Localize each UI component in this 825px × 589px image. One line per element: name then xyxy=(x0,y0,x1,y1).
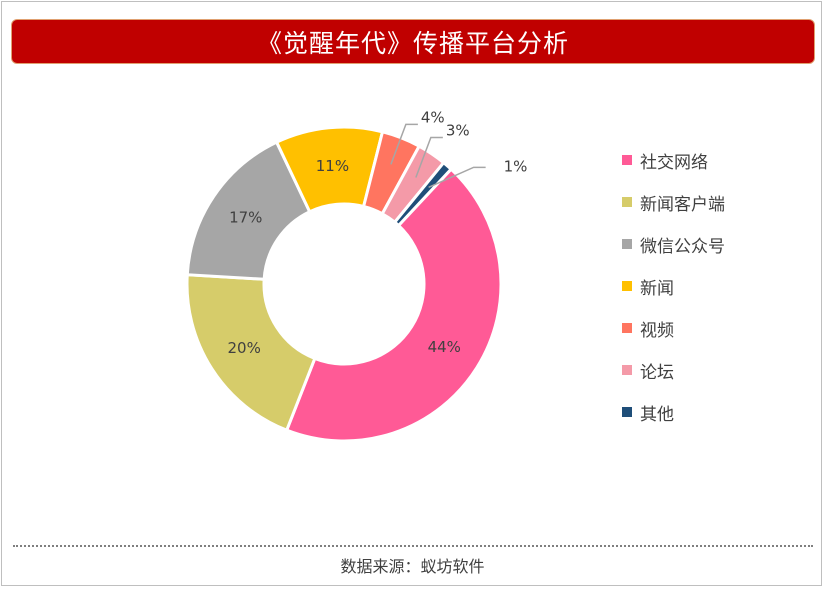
legend-item-6: 其他 xyxy=(622,391,725,433)
source-divider xyxy=(13,545,813,547)
slice-1 xyxy=(185,273,317,433)
legend-swatch-5 xyxy=(622,365,632,375)
legend-swatch-0 xyxy=(622,155,632,165)
slice-2 xyxy=(185,140,312,281)
leader-line-5 xyxy=(415,136,443,178)
legend-swatch-6 xyxy=(622,407,632,417)
legend-item-4: 视频 xyxy=(622,307,725,349)
data-label-6: 1% xyxy=(504,157,528,175)
legend-label-4: 视频 xyxy=(640,320,674,341)
legend-label-0: 社交网络 xyxy=(640,152,708,173)
legend-item-2: 微信公众号 xyxy=(622,223,725,265)
legend-item-5: 论坛 xyxy=(622,349,725,391)
chart-legend: 社交网络新闻客户端微信公众号新闻视频论坛其他 xyxy=(622,139,725,433)
data-label-2: 17% xyxy=(229,209,262,227)
legend-swatch-4 xyxy=(622,323,632,333)
legend-label-3: 新闻 xyxy=(640,278,674,299)
chart-title: 《觉醒年代》传播平台分析 xyxy=(256,28,569,58)
legend-item-0: 社交网络 xyxy=(622,139,725,181)
legend-swatch-2 xyxy=(622,239,632,249)
legend-label-2: 微信公众号 xyxy=(640,236,725,257)
legend-label-6: 其他 xyxy=(640,404,674,425)
data-source: 数据来源：蚁坊软件 xyxy=(340,557,485,576)
data-label-1: 20% xyxy=(227,339,260,357)
leader-line-4 xyxy=(390,123,418,165)
data-label-3: 11% xyxy=(316,157,349,175)
legend-label-1: 新闻客户端 xyxy=(640,194,725,215)
data-label-5: 3% xyxy=(446,121,470,139)
legend-item-3: 新闻 xyxy=(622,265,725,307)
slice-6 xyxy=(392,160,454,228)
data-label-4: 4% xyxy=(421,108,445,126)
legend-item-1: 新闻客户端 xyxy=(622,181,725,223)
slice-0 xyxy=(284,167,503,443)
data-label-0: 44% xyxy=(428,338,461,356)
legend-swatch-3 xyxy=(622,281,632,291)
legend-swatch-1 xyxy=(622,197,632,207)
legend-label-5: 论坛 xyxy=(640,362,674,383)
title-banner: 《觉醒年代》传播平台分析 xyxy=(11,19,815,64)
leader-line-6 xyxy=(428,166,486,189)
